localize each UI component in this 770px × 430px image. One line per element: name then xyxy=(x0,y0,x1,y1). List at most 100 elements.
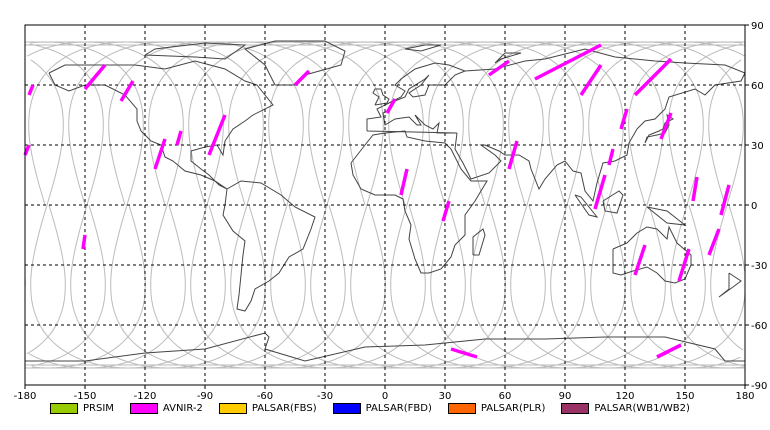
avnir2-swath xyxy=(119,80,135,102)
coastline xyxy=(574,194,599,218)
legend-label-prsim: PRSIM xyxy=(83,403,114,414)
x-tick-label: 60 xyxy=(499,391,512,402)
coastline xyxy=(718,272,742,298)
orbit-track xyxy=(728,204,746,272)
avnir2-swath xyxy=(175,130,183,146)
orbit-track xyxy=(28,204,186,369)
avnir2-swath xyxy=(633,57,673,97)
avnir2-swath xyxy=(23,144,31,156)
x-tick-labels: -180 -150 -120 -90 -60 -30 0 30 60 90 120 150 180 xyxy=(14,385,755,402)
legend-label-palsar-fbs: PALSAR(FBS) xyxy=(251,403,317,414)
avnir2-swath xyxy=(707,228,721,256)
avnir2-swath xyxy=(633,244,647,276)
avnir2-swath xyxy=(27,84,35,96)
coastline xyxy=(366,62,467,134)
coastline xyxy=(602,190,624,214)
orbit-track xyxy=(668,43,743,206)
legend-swatch-prsim xyxy=(50,403,78,414)
x-tick-label: -90 xyxy=(197,391,213,402)
coastline xyxy=(48,60,274,190)
legend-swatch-palsar-fbs xyxy=(218,403,247,414)
legend-label-avnir2: AVNIR-2 xyxy=(162,403,203,414)
legend-label-palsar-fbd: PALSAR(FBD) xyxy=(365,403,432,414)
avnir2-swath xyxy=(659,112,673,140)
coastline xyxy=(222,180,316,312)
y-tick-label: -60 xyxy=(751,321,767,332)
avnir2-swath xyxy=(579,64,603,96)
orbit-track xyxy=(30,59,226,369)
avnir2-swath xyxy=(487,59,511,77)
x-tick-label: 150 xyxy=(675,391,694,402)
legend-swatch-palsar-plr xyxy=(447,403,476,414)
legend-item-prsim: PRSIM xyxy=(50,403,114,414)
avnir2-swath xyxy=(83,63,107,91)
avnir2-swath xyxy=(719,184,731,216)
avnir2-swath xyxy=(293,69,311,87)
legend: PRSIM AVNIR-2 PALSAR(FBS) PALSAR(FBD) PA… xyxy=(50,403,706,414)
x-tick-label: 120 xyxy=(615,391,634,402)
legend-item-palsar-fbs: PALSAR(FBS) xyxy=(218,403,317,414)
avnir2-swath xyxy=(153,138,167,170)
coastline xyxy=(472,228,486,256)
coastline xyxy=(350,130,488,274)
x-tick-label: -120 xyxy=(134,391,157,402)
orbit-track xyxy=(508,41,745,367)
observation-swaths xyxy=(23,43,731,359)
graticule xyxy=(25,25,745,385)
orbit-track xyxy=(32,204,146,369)
orbit-track xyxy=(108,41,466,369)
coastline xyxy=(404,44,442,52)
orbit-track xyxy=(228,41,586,369)
avnir2-swath xyxy=(677,248,691,282)
x-tick-label: -30 xyxy=(317,391,333,402)
orbit-track xyxy=(468,41,744,369)
avnir2-swath xyxy=(593,174,607,210)
avnir2-swath xyxy=(656,343,682,359)
orbit-track xyxy=(548,41,744,351)
x-tick-label: -60 xyxy=(257,391,273,402)
legend-swatch-avnir2 xyxy=(129,403,158,414)
legend-swatch-palsar-wb xyxy=(561,403,590,414)
y-tick-label: 90 xyxy=(751,21,764,32)
x-tick-label: -180 xyxy=(14,391,37,402)
x-tick-label: 30 xyxy=(439,391,452,402)
legend-item-palsar-fbd: PALSAR(FBD) xyxy=(332,403,432,414)
legend-label-palsar-plr: PALSAR(PLR) xyxy=(480,403,546,414)
orbit-track xyxy=(588,41,746,206)
avnir2-swath xyxy=(534,43,602,81)
y-tick-label: 0 xyxy=(751,201,757,212)
avnir2-swath xyxy=(441,200,451,222)
x-tick-label: -150 xyxy=(74,391,97,402)
avnir2-swath xyxy=(691,176,699,202)
y-tick-label: 30 xyxy=(751,141,764,152)
avnir2-swath xyxy=(81,234,87,250)
coastline xyxy=(144,42,247,60)
legend-label-palsar-wb: PALSAR(WB1/WB2) xyxy=(594,403,690,414)
avnir2-swath xyxy=(385,98,397,114)
y-tick-label: -90 xyxy=(751,381,767,392)
avnir2-swath xyxy=(207,114,227,156)
coastline xyxy=(454,48,746,203)
x-tick-label: 0 xyxy=(382,391,388,402)
orbit-track xyxy=(708,59,742,206)
legend-item-avnir2: AVNIR-2 xyxy=(129,403,203,414)
coastline xyxy=(25,332,745,362)
x-tick-label: 90 xyxy=(559,391,572,402)
orbit-track xyxy=(31,204,106,367)
orbit-track xyxy=(428,41,741,369)
y-tick-label: 60 xyxy=(751,81,764,92)
legend-swatch-palsar-fbd xyxy=(332,403,361,414)
avnir2-swath xyxy=(607,148,615,166)
orbit-track xyxy=(29,43,266,369)
y-tick-labels: 90 60 30 0 -30 -60 -90 xyxy=(745,21,767,392)
y-tick-label: -30 xyxy=(751,261,767,272)
x-tick-label: 180 xyxy=(735,391,754,402)
legend-item-palsar-wb: PALSAR(WB1/WB2) xyxy=(561,403,690,414)
coastline xyxy=(494,52,522,64)
orbit-track xyxy=(26,204,66,355)
avnir2-swath xyxy=(450,347,478,359)
avnir2-swath xyxy=(507,140,519,170)
orbit-track xyxy=(30,41,306,369)
avnir2-swath xyxy=(399,168,409,196)
